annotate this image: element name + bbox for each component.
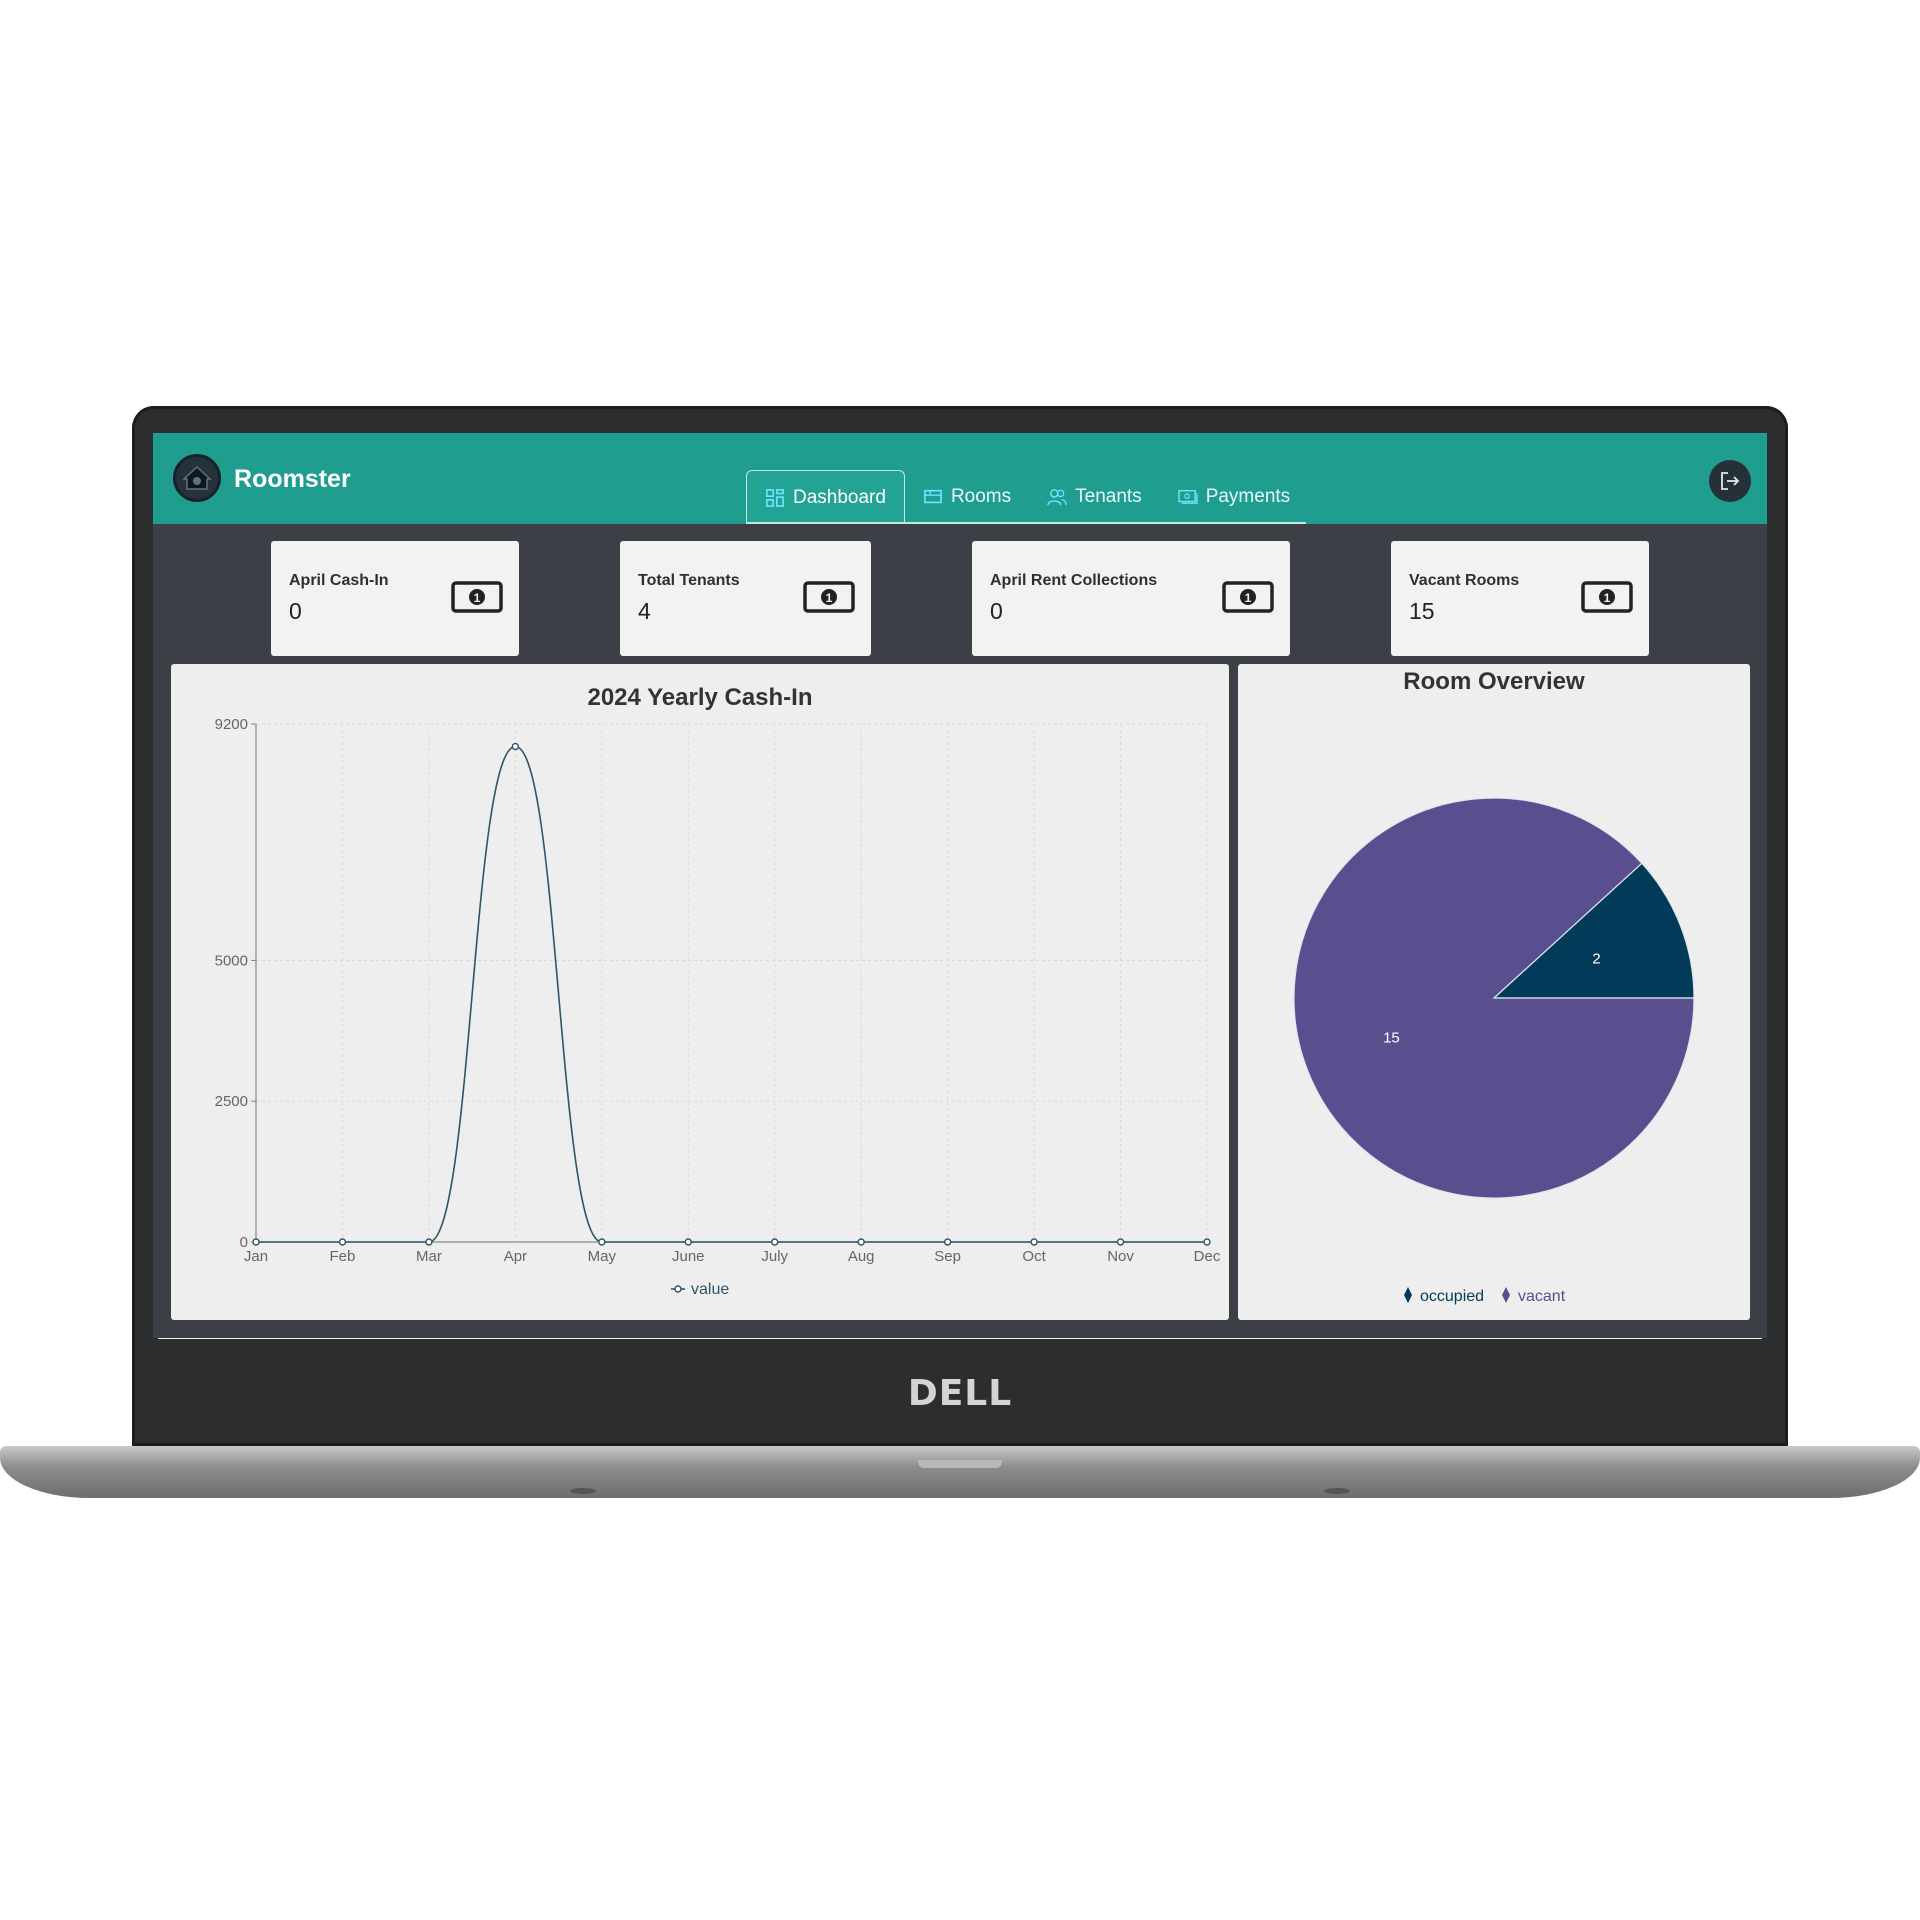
data-point — [598, 1238, 606, 1246]
legend-label: vacant — [1518, 1288, 1566, 1305]
nav-underline — [746, 522, 1306, 524]
svg-text:1: 1 — [474, 591, 481, 605]
data-point — [425, 1238, 433, 1246]
laptop-notch — [918, 1460, 1002, 1468]
data-point — [943, 1238, 952, 1246]
roomster-logo-icon[interactable] — [173, 454, 221, 502]
svg-text:1: 1 — [1245, 591, 1252, 605]
pie-slice-vacant — [1293, 797, 1695, 1199]
yearly-cash-in-panel: 2024 Yearly Cash-In 0 2500 5000 9200 Jan Feb M… — [171, 664, 1229, 1320]
y-tick-label: 0 — [240, 1234, 248, 1251]
main-nav: Dashboard Rooms Tenants — [746, 470, 1308, 524]
data-point — [252, 1238, 260, 1246]
data-point — [1116, 1238, 1125, 1246]
legend-label: occupied — [1420, 1288, 1484, 1305]
app-header: Roomster Dashboard Rooms — [153, 433, 1767, 524]
card-value: 4 — [638, 598, 651, 624]
y-tick-label: 9200 — [215, 716, 248, 733]
stat-card-april-rent-collections: April Rent Collections 0 1 — [972, 541, 1290, 656]
x-tick-label: Dec — [1194, 1248, 1221, 1265]
payment-card-icon — [1177, 489, 1198, 504]
legend-marker — [1502, 1287, 1510, 1303]
pie-slice-occupied — [1492, 862, 1695, 999]
nav-label: Dashboard — [793, 486, 886, 508]
x-tick-label: May — [588, 1248, 617, 1265]
x-tick-label: Mar — [416, 1248, 442, 1265]
x-tick-label: Jan — [244, 1248, 268, 1265]
nav-tab-dashboard[interactable]: Dashboard — [746, 470, 905, 524]
data-point — [511, 742, 520, 751]
screen: Roomster Dashboard Rooms — [153, 433, 1767, 1338]
rooms-icon — [924, 489, 942, 504]
chart-title: Room Overview — [1403, 668, 1585, 695]
y-tick-label: 2500 — [215, 1093, 248, 1110]
card-value: 0 — [990, 598, 1003, 624]
line-chart[interactable]: 0 2500 5000 9200 Jan Feb Mar Apr May June July Aug S… — [171, 664, 1229, 1320]
x-tick-label: July — [761, 1248, 788, 1265]
card-label: Total Tenants — [638, 572, 740, 589]
legend-marker — [1404, 1287, 1412, 1303]
legend-marker — [674, 1285, 682, 1293]
stat-card-total-tenants: Total Tenants 4 1 — [620, 541, 871, 656]
nav-label: Payments — [1205, 486, 1291, 507]
svg-text:1: 1 — [826, 591, 833, 605]
legend-label: value — [691, 1281, 729, 1298]
card-label: April Rent Collections — [990, 572, 1158, 589]
y-tick-label: 5000 — [215, 952, 248, 969]
money-bill-icon: 1 — [1222, 581, 1274, 613]
pie-slice-label: 2 — [1592, 950, 1600, 967]
laptop-foot — [570, 1488, 596, 1494]
nav-label: Tenants — [1075, 486, 1142, 507]
x-tick-label: Apr — [504, 1248, 527, 1265]
svg-text:1: 1 — [1604, 591, 1611, 605]
stat-card-vacant-rooms: Vacant Rooms 15 1 — [1391, 541, 1649, 656]
nav-label: Rooms — [950, 486, 1012, 507]
card-value: 15 — [1409, 598, 1435, 624]
chart-title: 2024 Yearly Cash-In — [587, 684, 813, 711]
logout-icon — [1721, 472, 1740, 490]
data-point — [857, 1238, 865, 1246]
nav-tab-payments[interactable]: Payments — [1160, 470, 1308, 524]
card-value: 0 — [289, 598, 302, 624]
x-tick-label: Aug — [848, 1248, 875, 1265]
data-point — [338, 1238, 347, 1246]
x-tick-label: Nov — [1107, 1248, 1134, 1265]
money-bill-icon: 1 — [1581, 581, 1633, 613]
money-bill-icon: 1 — [451, 581, 503, 613]
money-bill-icon: 1 — [803, 581, 855, 613]
logout-button[interactable] — [1709, 460, 1751, 502]
x-tick-label: Feb — [330, 1248, 356, 1265]
pie-chart[interactable]: 2 15 occupied vacant — [1238, 664, 1750, 1320]
laptop-foot — [1324, 1488, 1350, 1494]
users-icon — [1047, 489, 1067, 506]
app-name[interactable]: Roomster — [234, 465, 351, 493]
x-tick-label: June — [672, 1248, 705, 1265]
card-label: Vacant Rooms — [1409, 572, 1520, 589]
pie-slice-label: 15 — [1383, 1030, 1400, 1047]
nav-tab-rooms[interactable]: Rooms — [905, 470, 1029, 524]
series-line-value — [256, 745, 1207, 1243]
dashboard-grid-icon — [766, 488, 784, 507]
stat-card-april-cash-in: April Cash-In 0 1 — [271, 541, 519, 656]
data-point — [1203, 1238, 1211, 1246]
laptop-brand-logo: DELL — [907, 1372, 1013, 1414]
laptop-base — [0, 1446, 1920, 1498]
nav-tab-tenants[interactable]: Tenants — [1029, 470, 1160, 524]
data-point — [1030, 1238, 1038, 1246]
x-tick-label: Oct — [1022, 1248, 1046, 1265]
data-point — [771, 1238, 779, 1246]
x-tick-label: Sep — [934, 1248, 961, 1265]
room-overview-panel: Room Overview 2 15 occupied vacant — [1238, 664, 1750, 1320]
data-point — [684, 1238, 692, 1246]
card-label: April Cash-In — [289, 572, 389, 589]
